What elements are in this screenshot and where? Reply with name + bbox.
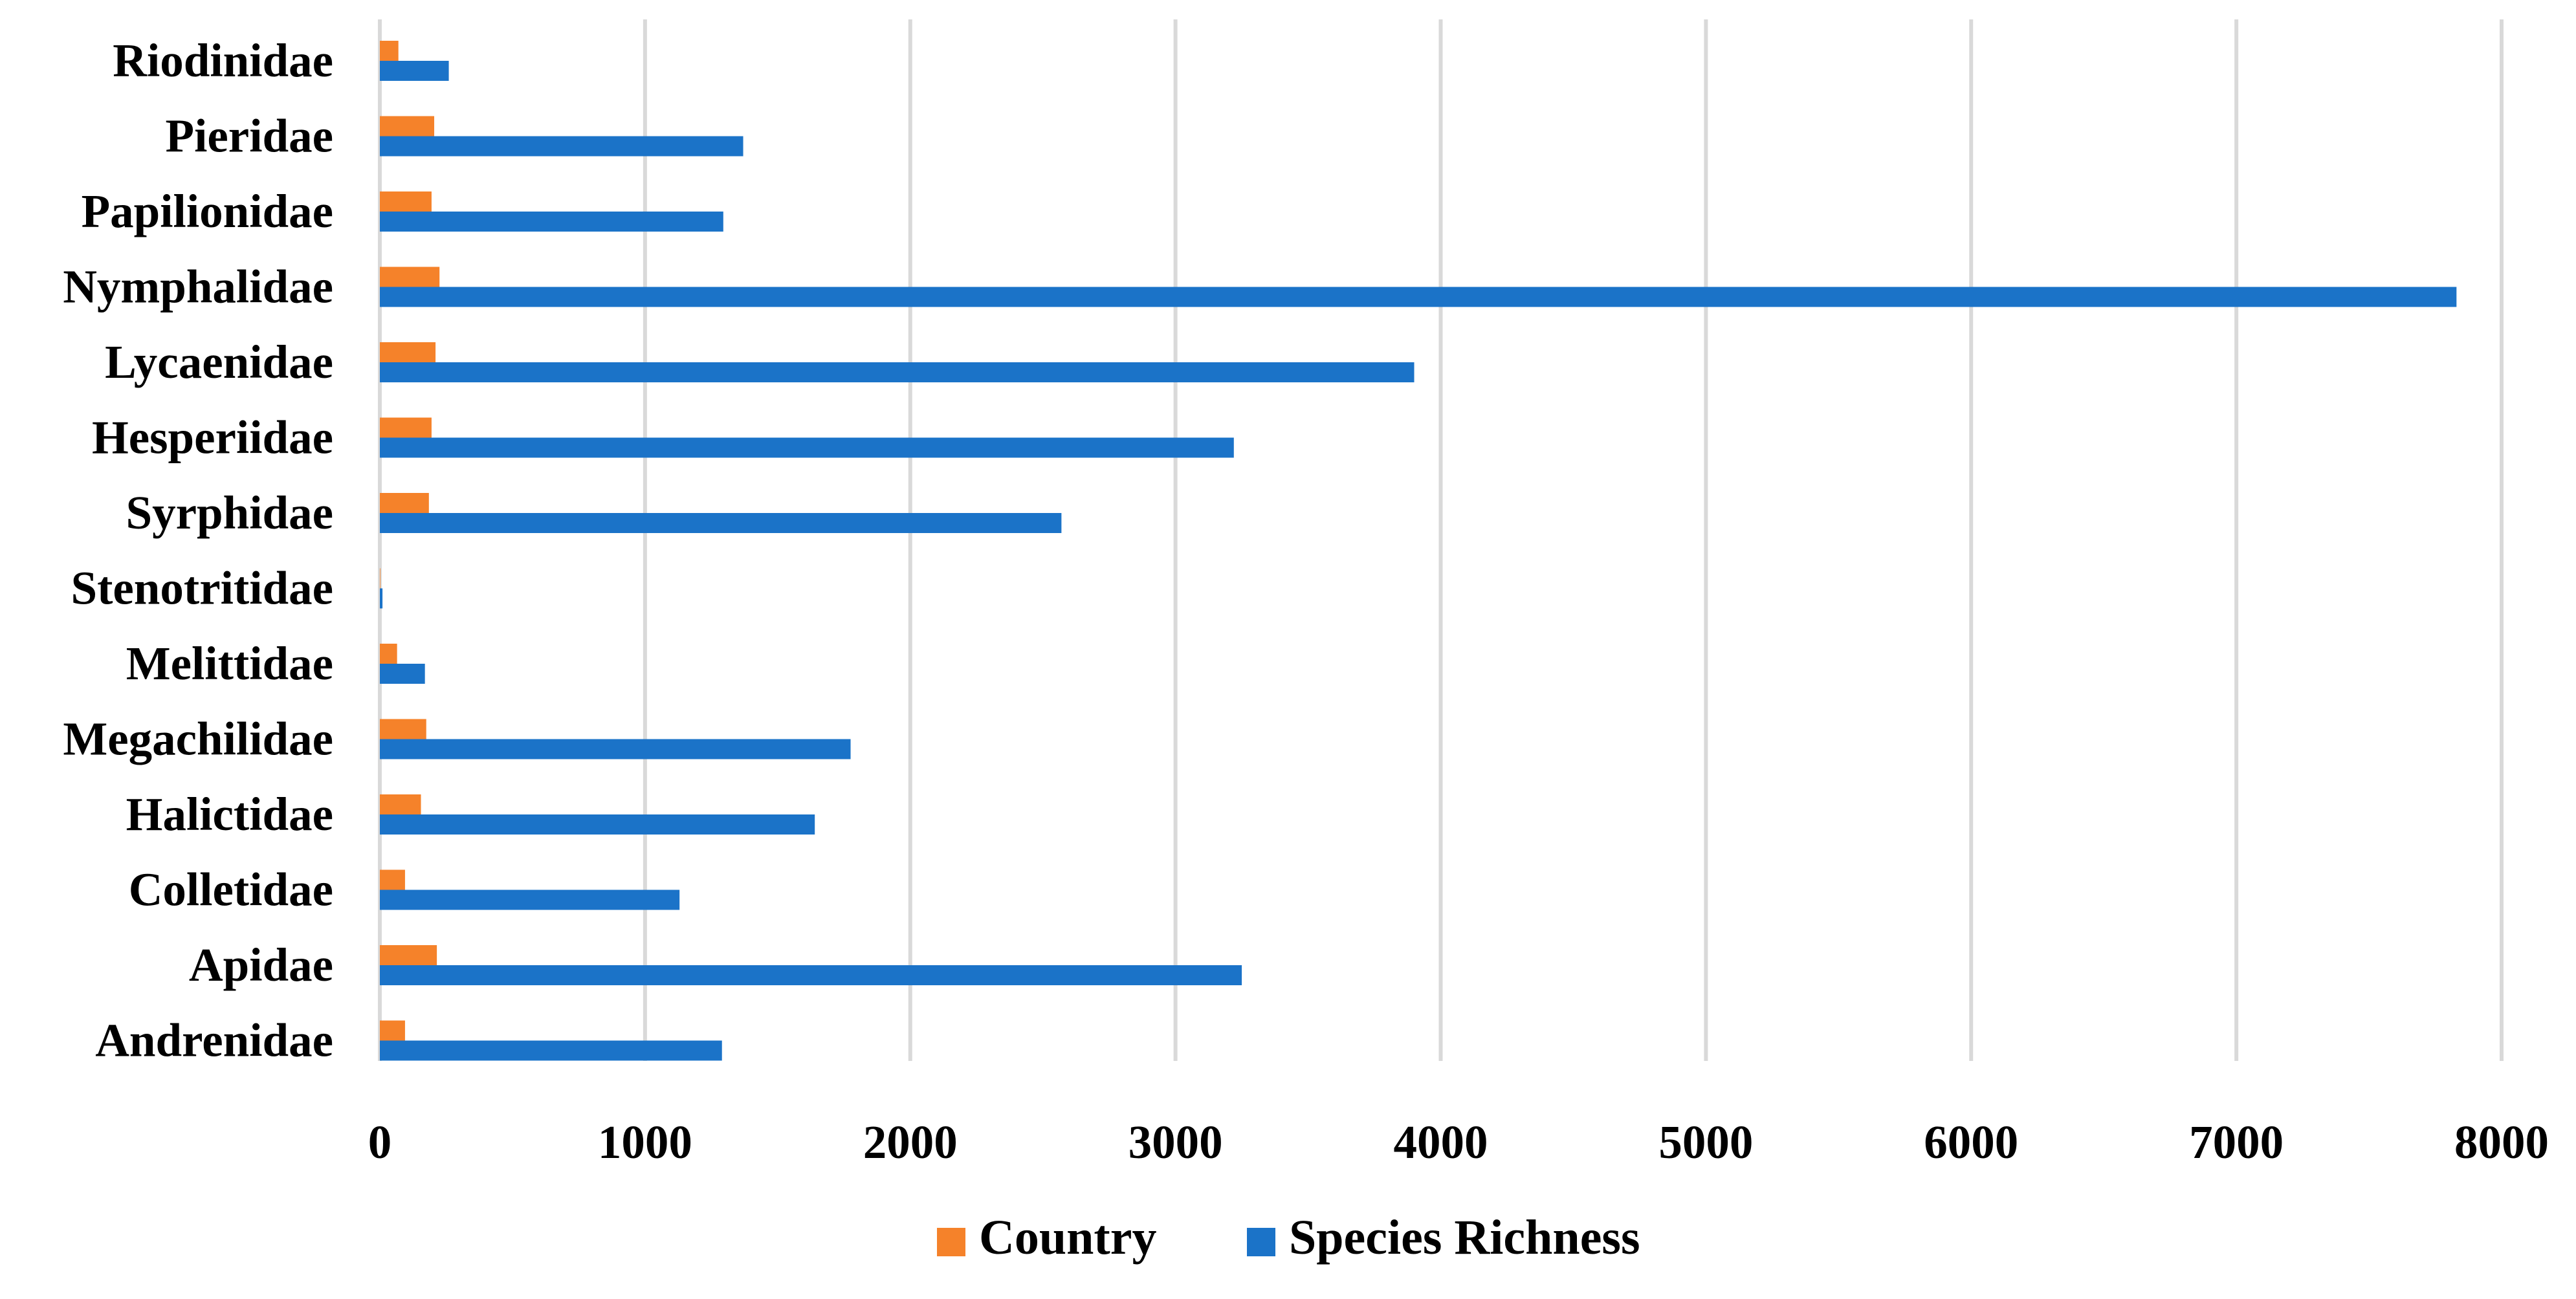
x-tick-label: 1000 xyxy=(598,1116,692,1168)
bar-species-richness-riodinidae xyxy=(380,61,449,81)
gridlines xyxy=(378,19,2504,1061)
bar-species-richness-melittidae xyxy=(380,664,425,684)
bar-country-syrphidae xyxy=(380,493,429,513)
bar-species-richness-megachilidae xyxy=(380,739,851,759)
x-tick-label: 3000 xyxy=(1128,1116,1223,1168)
x-tick-label: 4000 xyxy=(1394,1116,1488,1168)
category-label-hesperiidae: Hesperiidae xyxy=(92,411,333,464)
category-label-nymphalidae: Nymphalidae xyxy=(63,261,333,313)
category-label-riodinidae: Riodinidae xyxy=(113,34,333,87)
bar-species-richness-papilionidae xyxy=(380,212,723,232)
bar-species-richness-nymphalidae xyxy=(380,287,2457,307)
bar-species-richness-apidae xyxy=(380,965,1242,985)
bar-country-nymphalidae xyxy=(380,267,440,287)
category-label-colletidae: Colletidae xyxy=(129,864,333,916)
bar-country-papilionidae xyxy=(380,191,432,212)
bar-country-hesperiidae xyxy=(380,417,432,438)
bar-country-apidae xyxy=(380,945,437,965)
legend-swatch-species-richness xyxy=(1247,1228,1275,1256)
category-label-stenotritidae: Stenotritidae xyxy=(71,562,334,615)
category-label-halictidae: Halictidae xyxy=(126,788,333,840)
legend-label-country: Country xyxy=(979,1210,1156,1265)
bar-species-richness-pieridae xyxy=(380,136,743,157)
category-label-pieridae: Pieridae xyxy=(166,110,333,162)
bar-country-megachilidae xyxy=(380,719,426,739)
category-label-apidae: Apidae xyxy=(189,939,333,991)
category-label-megachilidae: Megachilidae xyxy=(63,713,333,765)
bar-species-richness-halictidae xyxy=(380,814,815,835)
bar-country-lycaenidae xyxy=(380,342,436,362)
bar-country-pieridae xyxy=(380,116,435,136)
bar-species-richness-syrphidae xyxy=(380,513,1062,533)
category-label-syrphidae: Syrphidae xyxy=(126,486,333,539)
bar-species-richness-colletidae xyxy=(380,890,680,910)
x-tick-label: 0 xyxy=(368,1116,392,1168)
bar-species-richness-stenotritidae xyxy=(380,588,383,609)
x-tick-label: 2000 xyxy=(863,1116,958,1168)
x-tick-label: 7000 xyxy=(2189,1116,2284,1168)
bar-species-richness-andrenidae xyxy=(380,1040,722,1061)
bar-country-halictidae xyxy=(380,794,421,814)
bar-species-richness-hesperiidae xyxy=(380,437,1234,458)
bar-country-melittidae xyxy=(380,644,397,664)
category-label-melittidae: Melittidae xyxy=(126,637,333,690)
x-axis-ticks: 0 1000 2000 3000 4000 5000 6000 7000 8000 xyxy=(368,1116,2549,1168)
x-tick-label: 6000 xyxy=(1924,1116,2018,1168)
x-tick-label: 8000 xyxy=(2454,1116,2549,1168)
category-label-papilionidae: Papilionidae xyxy=(82,185,333,237)
legend: Country Species Richness xyxy=(937,1210,1640,1265)
bars xyxy=(380,41,2457,1061)
category-label-lycaenidae: Lycaenidae xyxy=(105,336,333,388)
bar-country-andrenidae xyxy=(380,1020,405,1041)
legend-swatch-country xyxy=(937,1228,965,1256)
x-tick-label: 5000 xyxy=(1658,1116,1753,1168)
category-labels: Riodinidae Pieridae Papilionidae Nymphalida… xyxy=(63,34,333,1067)
category-label-andrenidae: Andrenidae xyxy=(95,1014,333,1067)
bar-country-colletidae xyxy=(380,869,405,890)
bar-species-richness-lycaenidae xyxy=(380,362,1415,382)
bar-country-riodinidae xyxy=(380,41,399,61)
legend-label-species-richness: Species Richness xyxy=(1289,1210,1640,1265)
